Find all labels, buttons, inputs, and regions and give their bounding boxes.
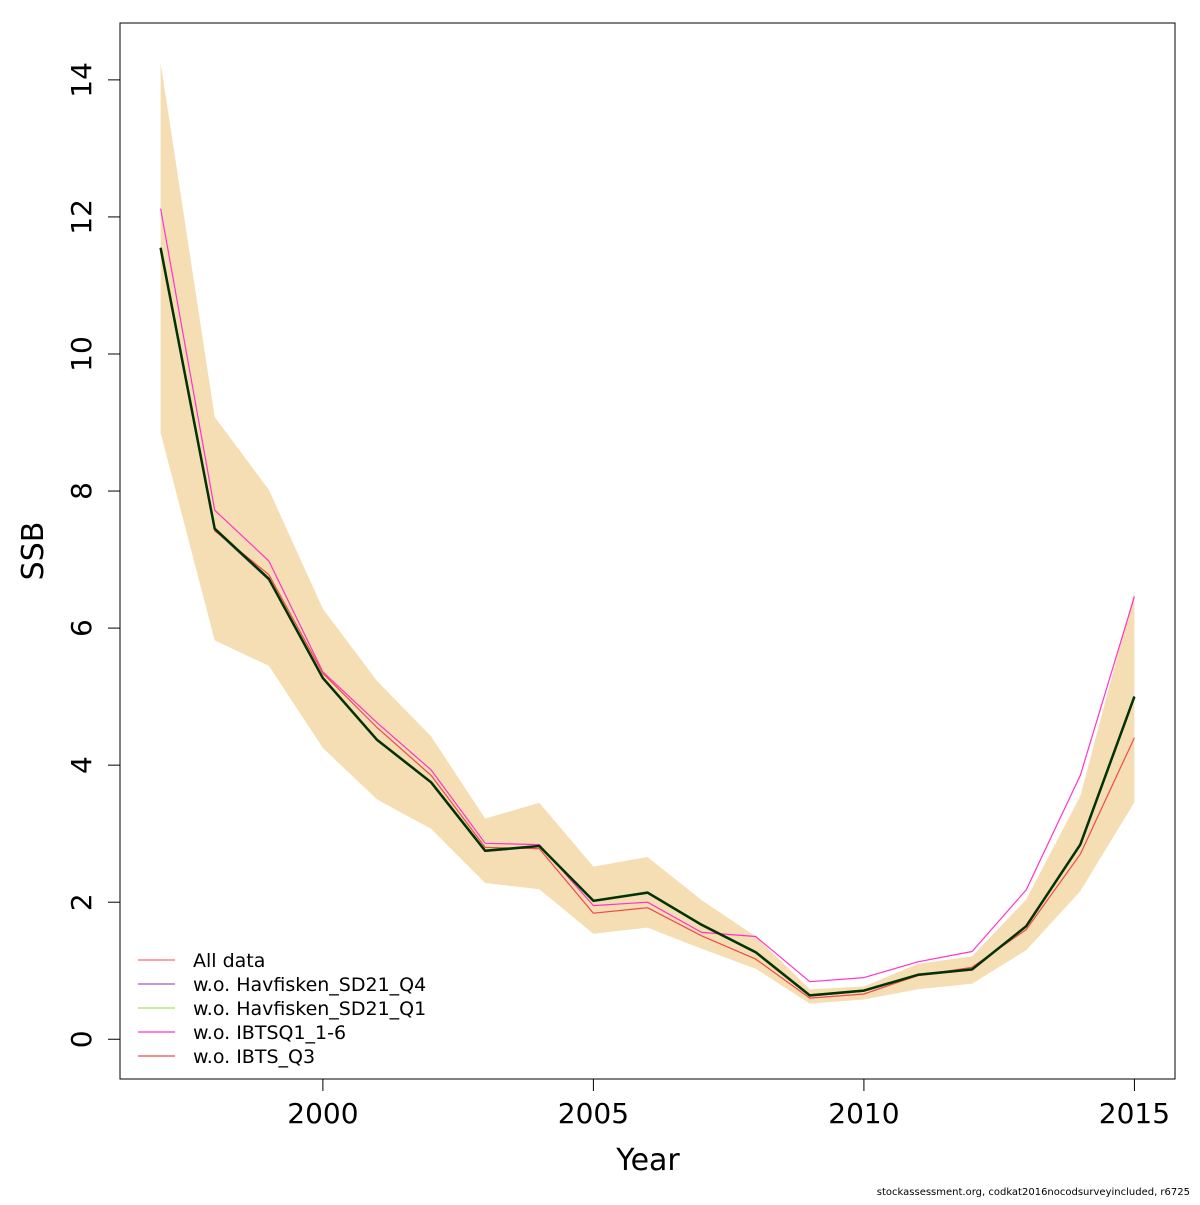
y-tick-label: 0 <box>65 1030 98 1048</box>
x-tick-label: 2000 <box>287 1097 358 1130</box>
x-tick-label: 2015 <box>1099 1097 1170 1130</box>
series-line-4 <box>160 208 1135 983</box>
y-tick-label: 2 <box>65 893 98 911</box>
x-axis-label: Year <box>615 1143 680 1178</box>
series-line-5 <box>160 251 1135 999</box>
y-tick-label: 12 <box>65 199 98 235</box>
legend-label: w.o. Havfisken_SD21_Q1 <box>193 998 426 1020</box>
y-tick-label: 10 <box>65 336 98 372</box>
y-tick-label: 4 <box>65 756 98 774</box>
x-tick-label: 2005 <box>558 1097 629 1130</box>
series-line-estimate <box>159 247 1136 997</box>
y-tick-label: 8 <box>65 482 98 500</box>
y-axis-label: SSB <box>16 522 51 581</box>
series-layer <box>159 208 1136 999</box>
y-axis: 0 2 4 6 8 10 12 14 <box>65 62 121 1048</box>
y-tick-label: 14 <box>65 62 98 98</box>
legend-label: w.o. Havfisken_SD21_Q4 <box>193 974 426 996</box>
legend-label: All data <box>193 950 265 972</box>
legend-label: w.o. IBTS_Q3 <box>193 1046 315 1068</box>
confidence-band <box>160 62 1135 1004</box>
x-tick-label: 2010 <box>828 1097 899 1130</box>
y-tick-label: 6 <box>65 619 98 637</box>
confidence-band-layer <box>160 62 1135 1004</box>
legend-label: w.o. IBTSQ1_1-6 <box>193 1022 346 1044</box>
footer-note: stockassessment.org, codkat2016nocodsurv… <box>876 1187 1190 1198</box>
x-axis: 2000 2005 2010 2015 <box>287 1078 1170 1130</box>
